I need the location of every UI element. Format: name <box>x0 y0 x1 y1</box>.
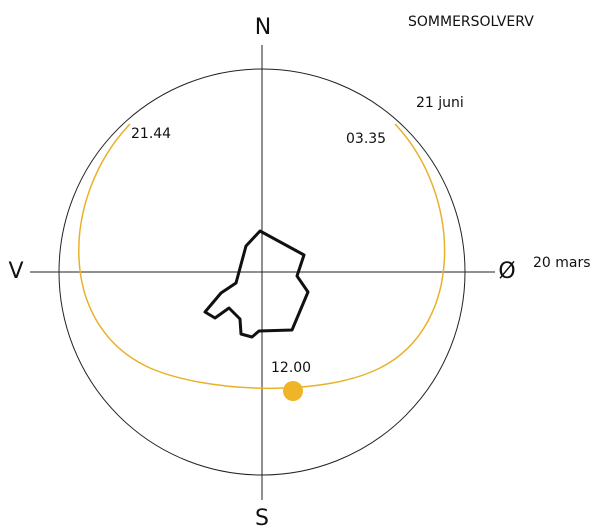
south-label: S <box>255 506 269 531</box>
east-label: Ø <box>498 259 515 284</box>
equinox-label: 20 mars <box>533 255 591 271</box>
sunset-time: 21.44 <box>131 126 171 142</box>
sun-path <box>78 123 446 389</box>
noon-time: 12.00 <box>271 360 311 376</box>
title: SOMMERSOLVERV <box>408 14 534 30</box>
building-outline <box>203 229 310 339</box>
sun <box>283 381 303 401</box>
sunrise-time: 03.35 <box>346 131 386 147</box>
north-label: N <box>255 15 271 40</box>
west-label: V <box>8 259 23 284</box>
solstice-label: 21 juni <box>416 95 464 111</box>
